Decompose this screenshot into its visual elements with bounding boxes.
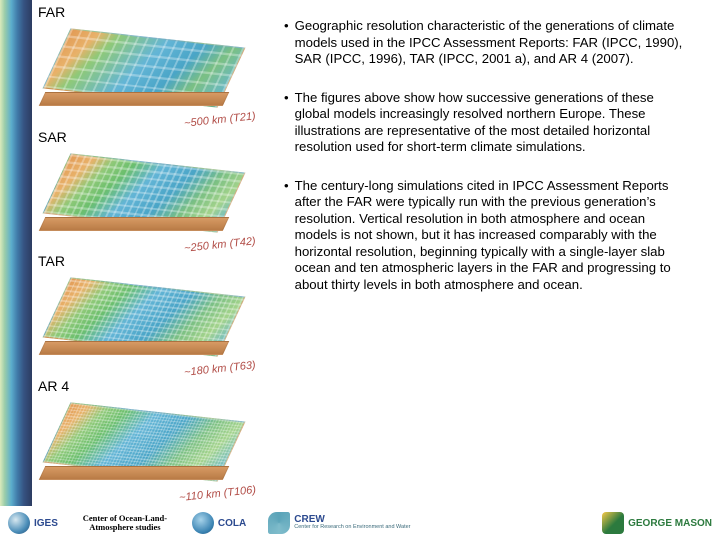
shield-icon	[602, 512, 624, 534]
figure-far: FAR ~500 km (T21)	[34, 4, 264, 124]
bullet-item: • The figures above show how successive …	[284, 90, 690, 156]
terrain-illustration	[34, 277, 254, 365]
terrain-illustration	[34, 402, 254, 490]
figure-tar: TAR ~180 km (T63)	[34, 253, 264, 373]
bullet-text-column: • Geographic resolution characteristic o…	[266, 0, 714, 500]
leaf-icon	[268, 512, 290, 534]
logo-cola: COLA	[192, 512, 246, 534]
bullet-item: • Geographic resolution characteristic o…	[284, 18, 690, 68]
figure-sar: SAR ~250 km (T42)	[34, 129, 264, 249]
bullet-dot-icon: •	[284, 90, 289, 156]
figure-label: FAR	[38, 4, 65, 20]
terrain-illustration	[34, 28, 254, 116]
figure-ar4: AR 4 ~110 km (T106)	[34, 378, 264, 498]
logo-subtext: Center for Research on Environment and W…	[294, 525, 410, 531]
figures-column: FAR ~500 km (T21) SAR ~250 km (T42) TAR …	[34, 0, 266, 500]
logo-crew: CREW Center for Research on Environment …	[268, 512, 410, 534]
bullet-dot-icon: •	[284, 178, 289, 294]
figure-label: TAR	[38, 253, 65, 269]
logo-iges: IGES	[8, 512, 58, 534]
globe-icon	[192, 512, 214, 534]
cola-caption: Center of Ocean-Land-Atmosphere studies	[80, 514, 170, 532]
logo-text: COLA	[218, 518, 246, 529]
decorative-left-stripe	[0, 0, 32, 512]
figure-label: SAR	[38, 129, 67, 145]
bullet-item: • The century-long simulations cited in …	[284, 178, 690, 294]
bullet-text: Geographic resolution characteristic of …	[295, 18, 690, 68]
logo-text: GEORGE MASON	[628, 518, 712, 529]
globe-icon	[8, 512, 30, 534]
bullet-text: The century-long simulations cited in IP…	[295, 178, 690, 294]
slide-content: FAR ~500 km (T21) SAR ~250 km (T42) TAR …	[34, 0, 716, 500]
terrain-illustration	[34, 153, 254, 241]
bullet-dot-icon: •	[284, 18, 289, 68]
logo-george-mason: GEORGE MASON	[602, 512, 712, 534]
footer-logo-bar: IGES Center of Ocean-Land-Atmosphere stu…	[0, 506, 720, 540]
bullet-text: The figures above show how successive ge…	[295, 90, 690, 156]
figure-label: AR 4	[38, 378, 69, 394]
logo-text: IGES	[34, 518, 58, 529]
